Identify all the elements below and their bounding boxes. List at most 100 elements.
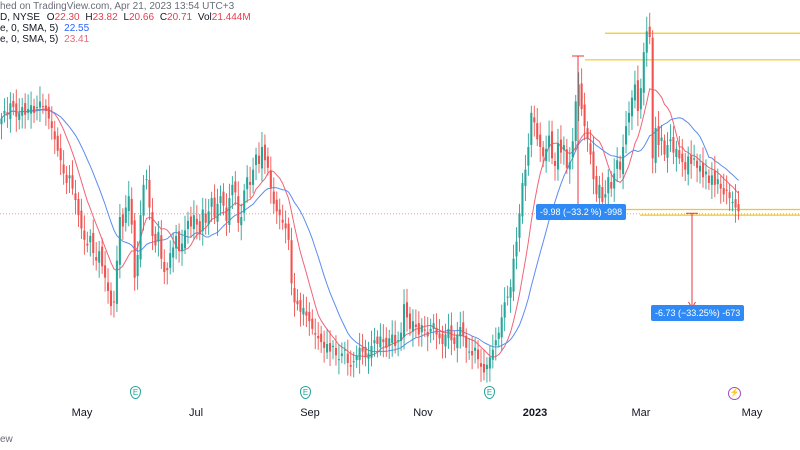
- candle-body: [320, 333, 323, 343]
- candle-body: [62, 164, 65, 174]
- candle-body: [435, 327, 438, 335]
- measure-label-2[interactable]: -6.73 (−33.25%) -673: [651, 305, 745, 321]
- candle-body: [675, 148, 678, 158]
- candle-body: [305, 311, 308, 316]
- candle-body: [323, 341, 326, 348]
- candle-body: [551, 131, 554, 159]
- candle-body: [243, 190, 246, 213]
- candle-body: [474, 347, 477, 351]
- x-tick-label: 2023: [523, 407, 547, 419]
- candle-body: [326, 344, 329, 353]
- candle-body: [607, 177, 610, 194]
- candle-body: [604, 194, 607, 198]
- candle-body: [133, 220, 136, 278]
- candle-body: [616, 160, 619, 169]
- candle-body: [210, 198, 213, 207]
- candle-body: [216, 203, 219, 222]
- candle-body: [388, 338, 391, 347]
- candle-body: [468, 351, 471, 353]
- horizontal-level-lines[interactable]: [585, 32, 800, 216]
- candle-body: [204, 213, 207, 223]
- candle-body: [450, 325, 453, 341]
- candle-body: [595, 175, 598, 195]
- candle-body: [610, 181, 613, 189]
- candle-body: [630, 97, 633, 117]
- candle-body: [403, 304, 406, 338]
- candle-body: [367, 353, 370, 359]
- candle-body: [334, 348, 337, 356]
- candle-body: [704, 171, 707, 175]
- candle-body: [693, 158, 696, 160]
- candle-body: [145, 179, 148, 181]
- candle-body: [571, 141, 574, 158]
- candle-body: [364, 346, 367, 358]
- candle-body: [257, 155, 261, 164]
- candle-body: [290, 240, 293, 284]
- candle-body: [41, 106, 44, 108]
- candle-body: [263, 144, 266, 161]
- candle-body: [382, 339, 385, 343]
- candle-body: [411, 321, 414, 332]
- ma-slow-legend[interactable]: e, 0, SMA, 5) 23.41: [0, 33, 89, 46]
- candle-body: [373, 340, 376, 344]
- ma-fast-label: e, 0, SMA, 5): [0, 23, 59, 34]
- candle-body: [731, 201, 734, 203]
- candle-body: [352, 361, 355, 363]
- candle-body: [98, 251, 101, 263]
- candle-body: [59, 148, 62, 161]
- candle-body: [716, 179, 719, 185]
- ohlc-low-value: 20.66: [129, 12, 155, 23]
- candle-body: [281, 219, 284, 223]
- earnings-icon[interactable]: E: [300, 386, 311, 399]
- candle-body: [142, 184, 145, 216]
- measure-label-1[interactable]: -9.98 (−33.2 %) -998: [536, 204, 627, 220]
- candle-body: [222, 191, 225, 206]
- candle-body: [21, 107, 24, 116]
- candle-body: [24, 103, 27, 115]
- ma-fast-legend[interactable]: e, 0, SMA, 5) 22.55: [0, 22, 89, 35]
- earnings-icon[interactable]: E: [484, 386, 495, 399]
- candle-body: [181, 243, 184, 252]
- candle-body: [71, 175, 74, 189]
- footer-text: ew: [0, 434, 13, 445]
- candle-body: [625, 126, 628, 145]
- candle-body: [198, 221, 201, 235]
- ohlc-legend: D, NYSE O22.30 H23.82 L20.66 C20.71 Vol2…: [0, 11, 251, 24]
- candle-body: [737, 204, 740, 212]
- candle-body: [30, 105, 33, 114]
- candle-body: [471, 351, 474, 356]
- candle-body: [687, 156, 690, 175]
- candle-body: [269, 171, 272, 189]
- candle-body: [331, 345, 335, 348]
- candle-body: [329, 343, 332, 352]
- candle-body: [400, 332, 403, 341]
- candle-body: [405, 302, 409, 318]
- candle-body: [681, 153, 684, 163]
- candle-body: [710, 175, 713, 185]
- candle-body: [548, 135, 551, 148]
- candle-body: [183, 230, 187, 249]
- candle-body: [553, 160, 557, 166]
- candle-body: [68, 175, 71, 179]
- candle-body: [104, 265, 107, 278]
- candle-body: [74, 193, 77, 200]
- ohlc-high-label: H: [85, 12, 93, 23]
- candle-body: [462, 322, 465, 337]
- earnings-icon[interactable]: E: [130, 386, 141, 399]
- candle-body: [186, 220, 189, 229]
- candle-body: [302, 308, 305, 315]
- candle-body: [394, 334, 397, 346]
- candle-body: [284, 223, 287, 229]
- candle-body: [361, 347, 364, 352]
- ma-fast-value: 22.55: [64, 23, 90, 34]
- dividend-lightning-icon[interactable]: ⚡: [728, 387, 741, 400]
- candle-body: [130, 198, 133, 225]
- candle-body: [109, 290, 113, 307]
- candle-body: [441, 333, 444, 344]
- candle-body: [444, 334, 447, 347]
- candle-body: [734, 199, 737, 208]
- candle-body: [255, 154, 258, 165]
- candle-body: [86, 243, 89, 246]
- candle-body: [53, 131, 56, 140]
